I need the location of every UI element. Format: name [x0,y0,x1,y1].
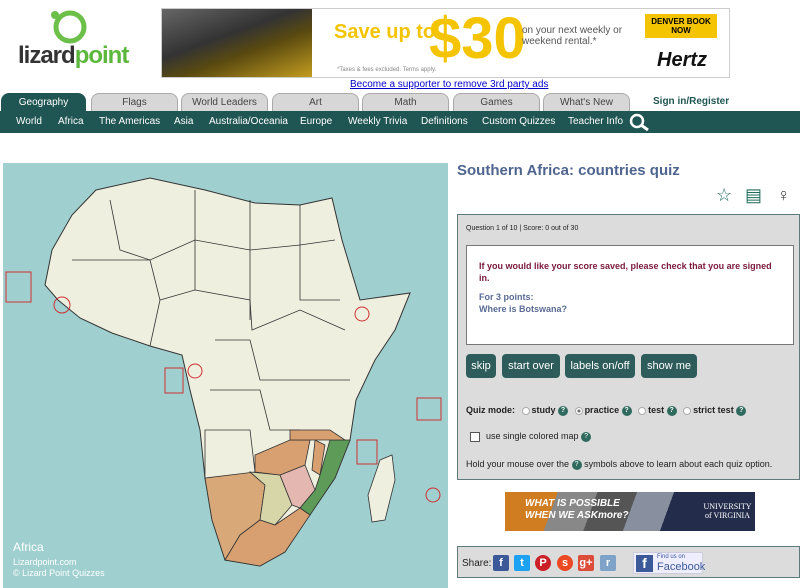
map-caption: Africa [13,540,44,554]
nav-world[interactable]: World [16,116,42,127]
ad-text: WHAT IS POSSIBLE WHEN WE ASKmore? [525,498,629,521]
show-me-button[interactable]: show me [641,354,697,378]
country-south-africa[interactable] [224,507,311,567]
question: For 3 points: Where is Botswana? [479,292,568,314]
nav-africa[interactable]: Africa [58,116,84,127]
facebook-icon[interactable]: f [493,555,509,571]
single-color-checkbox[interactable] [470,431,480,442]
twitter-icon[interactable]: t [514,555,530,571]
ad-image [162,9,312,77]
country-tanzania[interactable] [289,429,347,441]
ad-cta-button[interactable]: DENVER BOOK NOW [645,14,717,38]
ad-amount: $30 [429,8,526,71]
help-icon[interactable]: ? [736,405,747,416]
skip-button[interactable]: skip [466,354,496,378]
logo[interactable] [15,5,125,73]
map-credit: Lizardpoint.com © Lizard Point Quizzes [13,557,105,578]
help-icon[interactable]: ? [666,405,677,416]
help-icon[interactable]: ? [558,405,569,416]
quiz-status: Question 1 of 10 | Score: 0 out of 30 [466,225,579,232]
nav-europe[interactable]: Europe [300,116,333,127]
radio-study[interactable] [521,406,530,415]
pinterest-icon[interactable]: P [535,555,551,571]
share-bar: Share: f t P s g+ r f Find us on Facebook [457,546,800,578]
ad-fine-print: *Taxes & fees excluded. Terms apply. [337,67,437,73]
small-country-markers[interactable] [5,271,442,503]
page-title: Southern Africa: countries quiz [457,162,680,179]
reddit-icon[interactable]: r [600,555,616,571]
tab-art[interactable]: Art [272,93,359,111]
country-angola[interactable] [204,429,256,479]
share-label: Share: [462,558,492,569]
country-borders [72,190,350,431]
tab-world-leaders[interactable]: World Leaders [181,93,268,111]
lightbulb-icon[interactable]: ♀ [777,185,791,205]
nav-weekly-trivia[interactable]: Weekly Trivia [348,116,408,127]
start-over-button[interactable]: start over [502,354,560,378]
radio-strict-test[interactable] [683,406,692,415]
labels-toggle-button[interactable]: labels on/off [565,354,635,378]
nav-bar: World Africa The Americas Asia Australia… [0,111,800,133]
hertz-ad-banner[interactable]: Save up to $30 on your next weekly or we… [161,8,730,78]
help-icon[interactable]: ? [621,405,632,416]
nav-americas[interactable]: The Americas [99,116,161,127]
star-icon[interactable]: ☆ [716,185,733,205]
google-plus-icon[interactable]: g+ [578,555,594,571]
ad-subtext: on your next weekly or weekend rental.* [522,25,623,47]
ad-headline: Save up to [334,21,436,43]
help-hint: Hold your mouse over the ? symbols above… [466,459,773,470]
logo-text: lizardpoint [18,42,129,69]
nav-definitions[interactable]: Definitions [421,116,468,127]
search-icon[interactable] [629,113,651,131]
tab-whats-new[interactable]: What's New [543,93,630,111]
radio-practice[interactable] [574,406,583,415]
supporter-link[interactable]: Become a supporter to remove 3rd party a… [350,79,549,90]
quiz-mode: Quiz mode: study ? practice ? test ? str… [466,405,747,416]
help-icon: ? [571,459,582,470]
tab-geography[interactable]: Geography [1,93,86,111]
nav-asia[interactable]: Asia [174,116,194,127]
help-icon[interactable]: ? [581,431,592,442]
document-icon[interactable]: ▤ [745,185,763,205]
radio-test[interactable] [638,406,647,415]
sign-in-warning: If you would like your score saved, plea… [479,261,772,283]
sign-in-link[interactable]: Sign in/Register [653,96,730,107]
tab-flags[interactable]: Flags [91,93,178,111]
quiz-panel: Question 1 of 10 | Score: 0 out of 30 If… [457,214,800,480]
nav-custom-quizzes[interactable]: Custom Quizzes [482,116,556,127]
question-box: If you would like your score saved, plea… [466,245,794,345]
nav-australia[interactable]: Australia/Oceania [209,116,288,127]
africa-map[interactable] [3,163,448,588]
lizard-logo-icon [51,10,87,44]
ad-brand: Hertz [657,49,708,71]
stumbleupon-icon[interactable]: s [557,555,573,571]
single-color-option[interactable]: use single colored map ? [470,431,592,442]
uva-ad-banner[interactable]: WHAT IS POSSIBLE WHEN WE ASKmore? UNIVERS… [505,492,755,531]
nav-teacher-info[interactable]: Teacher Info [568,116,624,127]
country-madagascar[interactable] [367,454,396,523]
ad-brand: UNIVERSITY of VIRGINIA [703,502,752,520]
tab-math[interactable]: Math [362,93,449,111]
find-us-on-facebook[interactable]: f Find us on Facebook [633,552,705,574]
tab-games[interactable]: Games [453,93,540,111]
